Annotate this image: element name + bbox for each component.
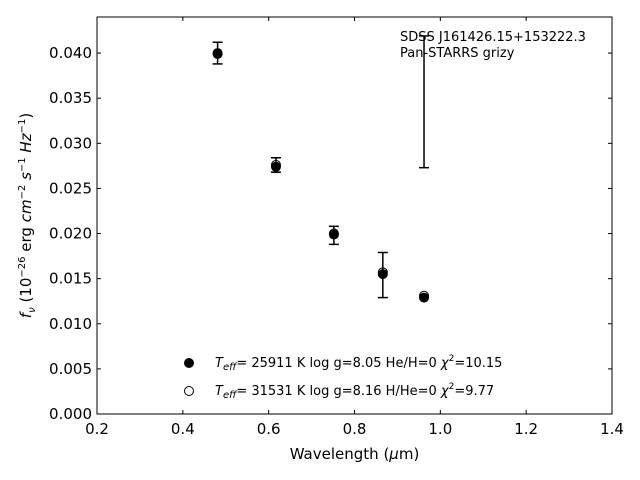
y-tick-label: 0.020 — [49, 225, 92, 243]
x-tick-label: 0.2 — [85, 420, 109, 438]
y-tick-label: 0.005 — [49, 360, 92, 378]
y-tick-label: 0.010 — [49, 315, 92, 333]
model-2-point — [212, 48, 223, 59]
x-axis-ticks: 0.2 0.4 0.6 0.8 1.0 1.2 1.4 — [85, 17, 624, 438]
y-tick-label: 0.040 — [49, 44, 92, 62]
legend-label-model-2: Teff= 31531 K log g=8.16 H/He=0 χ2=9.77 — [215, 382, 494, 401]
y-tick-label: 0.030 — [49, 134, 92, 152]
legend-marker-filled — [184, 358, 194, 368]
model-2-point — [270, 159, 281, 170]
x-tick-label: 1.0 — [428, 420, 452, 438]
x-tick-label: 0.8 — [343, 420, 367, 438]
y-axis-ticks: 0.000 0.005 0.010 0.015 0.020 0.025 0.030 0.035… — [49, 44, 612, 423]
x-tick-label: 1.2 — [514, 420, 538, 438]
y-axis-label: fν (10−26 erg cm−2 s−1 Hz−1) — [17, 113, 38, 318]
x-tick-label: 0.6 — [257, 420, 281, 438]
error-bar — [419, 35, 430, 169]
y-tick-label: 0.000 — [49, 405, 92, 423]
x-tick-label: 1.4 — [600, 420, 624, 438]
legend: Teff= 25911 K log g=8.05 He/H=0 χ2=10.15… — [184, 354, 502, 401]
plot-frame — [96, 16, 613, 415]
y-tick-label: 0.015 — [49, 270, 92, 288]
x-axis-label: Wavelength (μm) — [290, 445, 420, 463]
error-bars — [212, 35, 430, 299]
legend-label-model-1: Teff= 25911 K log g=8.05 He/H=0 χ2=10.15 — [215, 354, 502, 373]
annotation-survey: Pan-STARRS grizy — [400, 46, 515, 61]
legend-marker-open — [184, 386, 194, 396]
annotation-object-name: SDSS J161426.15+153222.3 — [400, 30, 586, 45]
y-tick-label: 0.025 — [49, 179, 92, 197]
data-marks — [212, 48, 430, 303]
y-tick-label: 0.035 — [49, 89, 92, 107]
x-tick-label: 0.4 — [171, 420, 195, 438]
model-2-point — [328, 228, 339, 239]
model-2-point — [377, 267, 388, 278]
model-2-point — [419, 290, 430, 301]
